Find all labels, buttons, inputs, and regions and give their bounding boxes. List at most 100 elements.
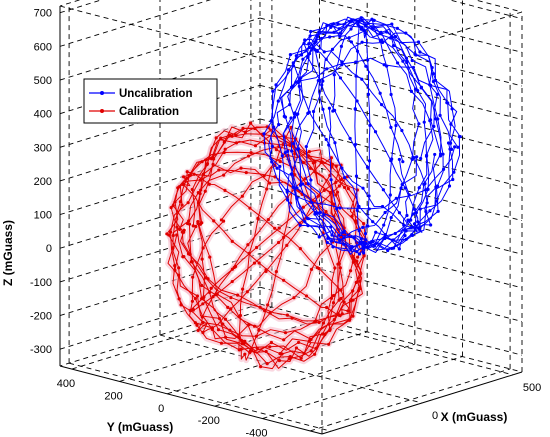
data-point [325,305,329,310]
data-point [196,201,201,205]
data-point [338,76,343,80]
data-point [169,205,173,210]
data-point [425,153,429,157]
data-point [334,180,338,185]
data-point [295,186,299,190]
data-point [278,164,282,169]
data-point [339,288,343,292]
data-point [223,335,228,339]
data-point [275,166,279,170]
data-point [304,144,308,149]
grid-line-y-floor [309,368,511,432]
data-point [332,318,336,322]
data-point [221,219,226,223]
data-point [355,208,359,212]
data-point [380,40,385,45]
data-point [297,340,301,345]
data-point [435,92,439,96]
data-point [195,294,199,298]
z-tick-label: 100 [34,210,52,222]
data-point [355,99,359,103]
data-point [367,207,371,211]
data-point [239,166,243,170]
data-point [278,159,282,164]
data-point [417,122,421,126]
data-point [418,50,422,54]
data-point [240,194,244,198]
data-point [331,202,336,206]
data-point [400,182,404,187]
grid-line-z-back-left [59,84,261,148]
data-point [346,187,350,191]
data-point [364,31,368,35]
data-point [292,112,297,116]
data-point [416,220,420,224]
data-point [347,36,351,40]
data-point [391,44,396,48]
data-point [361,251,366,255]
data-point [405,59,409,63]
data-point [383,210,387,215]
data-point [334,164,338,168]
data-point [363,231,368,236]
data-point [353,142,358,147]
data-point [382,63,386,67]
data-point [413,87,418,91]
data-point [298,247,302,251]
data-point [200,283,204,288]
data-point [201,302,205,306]
data-point [358,279,362,283]
data-point [335,207,339,211]
data-point [340,63,344,67]
data-point [354,74,358,78]
z-tick-label: -300 [30,344,52,356]
data-point [226,305,230,309]
data-point [337,233,341,237]
grid-line-y-floor [214,343,415,407]
data-point [313,160,317,164]
data-point [313,352,317,356]
box-edge-back-floor-left [59,303,261,367]
data-point [389,92,393,97]
data-point [357,204,361,209]
legend-label-uncalibration: Uncalibration [119,88,192,100]
data-point [360,25,364,29]
data-point [419,156,423,161]
data-point [379,103,384,107]
data-series [164,16,462,372]
data-point [329,296,334,300]
data-point [222,173,226,177]
data-point [171,246,175,250]
grid-line-z-back-left [59,51,261,115]
data-point [210,327,214,331]
data-point [393,34,398,39]
data-point [286,198,290,202]
data-point [181,182,185,187]
data-point [276,99,280,103]
data-point [358,240,362,244]
data-point [327,342,331,346]
data-point [446,141,451,145]
data-point [236,293,240,297]
data-point [254,245,259,250]
data-point [416,40,421,44]
data-point [248,351,252,355]
legend-box [83,78,218,124]
data-point [214,136,218,140]
data-point [338,266,342,270]
data-point [353,107,357,111]
data-point [301,205,305,209]
data-point [342,185,347,189]
data-point [223,188,227,193]
data-point [204,276,208,280]
data-point [357,252,362,256]
data-point [317,235,321,239]
data-point [190,187,194,192]
data-point [329,25,333,29]
data-point [441,152,445,156]
data-point [277,226,281,230]
data-point [306,217,310,221]
data-point [211,155,215,160]
data-point [338,34,342,39]
